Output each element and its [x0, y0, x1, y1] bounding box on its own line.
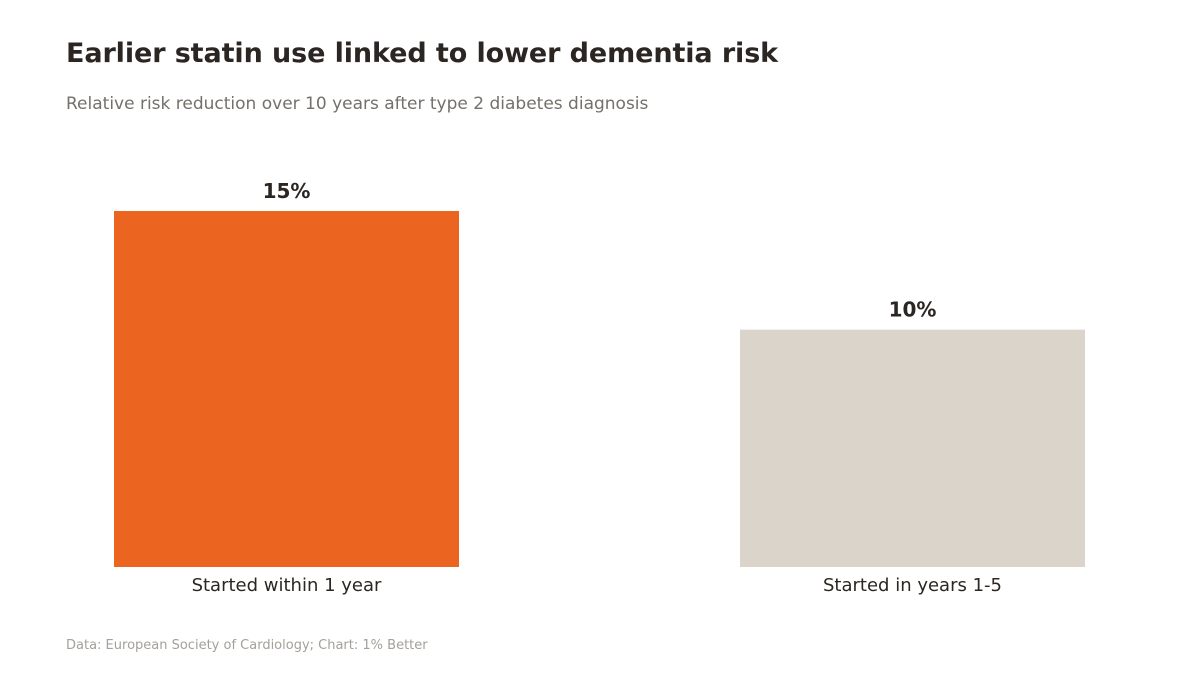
category-label-1: Started within 1 year: [192, 575, 382, 596]
chart-title: Earlier statin use linked to lower demen…: [66, 38, 779, 69]
bar-2: [740, 329, 1085, 567]
chart-subtitle: Relative risk reduction over 10 years af…: [66, 94, 649, 114]
source-note: Data: European Society of Cardiology; Ch…: [66, 638, 428, 653]
bar-1: [114, 211, 459, 567]
value-label-1: 15%: [263, 179, 311, 203]
category-label-2: Started in years 1-5: [823, 575, 1002, 596]
value-label-2: 10%: [889, 298, 937, 322]
